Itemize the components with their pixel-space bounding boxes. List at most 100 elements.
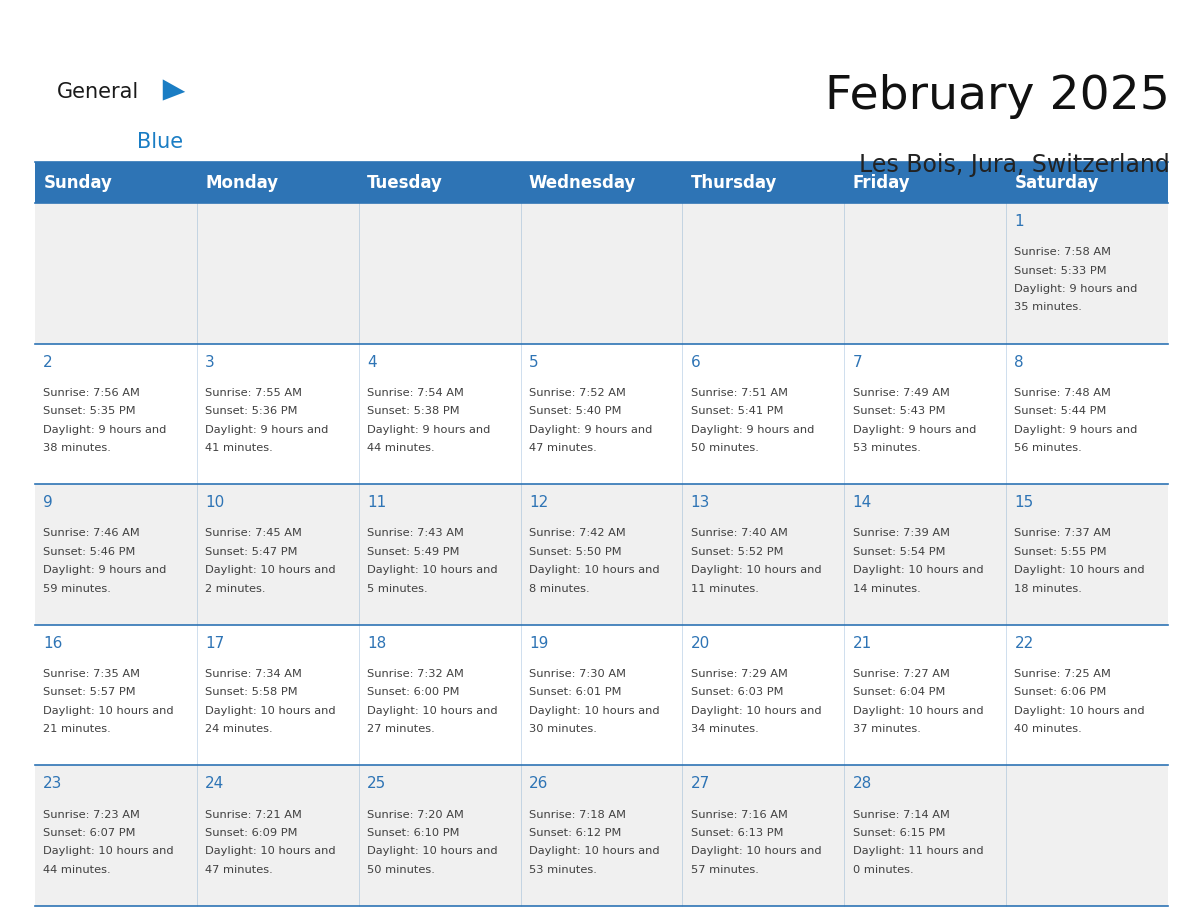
Text: Daylight: 9 hours and: Daylight: 9 hours and [529, 425, 652, 434]
Text: 28: 28 [853, 777, 872, 791]
Text: Sunrise: 7:29 AM: Sunrise: 7:29 AM [690, 669, 788, 679]
Text: Sunset: 6:15 PM: Sunset: 6:15 PM [853, 828, 946, 838]
Text: 56 minutes.: 56 minutes. [1015, 443, 1082, 453]
Text: Daylight: 10 hours and: Daylight: 10 hours and [206, 706, 336, 716]
Text: Daylight: 9 hours and: Daylight: 9 hours and [853, 425, 977, 434]
Bar [34, 766, 1168, 906]
Text: 8: 8 [1015, 355, 1024, 370]
Text: Daylight: 10 hours and: Daylight: 10 hours and [529, 846, 659, 856]
Text: Sunset: 6:04 PM: Sunset: 6:04 PM [853, 688, 944, 698]
Text: Saturday: Saturday [1015, 174, 1099, 192]
Text: 40 minutes.: 40 minutes. [1015, 724, 1082, 734]
Text: Daylight: 10 hours and: Daylight: 10 hours and [206, 846, 336, 856]
Text: Daylight: 9 hours and: Daylight: 9 hours and [206, 425, 329, 434]
Text: 24: 24 [206, 777, 225, 791]
Text: Daylight: 10 hours and: Daylight: 10 hours and [853, 565, 984, 576]
Text: Sunday: Sunday [43, 174, 112, 192]
Text: Tuesday: Tuesday [367, 174, 443, 192]
Text: 18 minutes.: 18 minutes. [1015, 584, 1082, 594]
Text: 13: 13 [690, 496, 710, 510]
Text: Daylight: 10 hours and: Daylight: 10 hours and [529, 565, 659, 576]
Text: Sunrise: 7:20 AM: Sunrise: 7:20 AM [367, 810, 463, 820]
Text: Daylight: 10 hours and: Daylight: 10 hours and [43, 706, 173, 716]
Text: Daylight: 10 hours and: Daylight: 10 hours and [690, 565, 821, 576]
Text: Sunset: 5:58 PM: Sunset: 5:58 PM [206, 688, 298, 698]
Text: Daylight: 9 hours and: Daylight: 9 hours and [367, 425, 491, 434]
Text: Sunrise: 7:21 AM: Sunrise: 7:21 AM [206, 810, 302, 820]
Text: Sunrise: 7:25 AM: Sunrise: 7:25 AM [1015, 669, 1111, 679]
Text: February 2025: February 2025 [826, 73, 1170, 119]
Text: Sunrise: 7:35 AM: Sunrise: 7:35 AM [43, 669, 140, 679]
Text: Sunset: 6:00 PM: Sunset: 6:00 PM [367, 688, 460, 698]
Text: 27 minutes.: 27 minutes. [367, 724, 435, 734]
Text: 47 minutes.: 47 minutes. [206, 865, 273, 875]
Text: Sunrise: 7:23 AM: Sunrise: 7:23 AM [43, 810, 140, 820]
Text: Monday: Monday [206, 174, 278, 192]
Text: Sunrise: 7:48 AM: Sunrise: 7:48 AM [1015, 388, 1111, 397]
Text: 44 minutes.: 44 minutes. [43, 865, 110, 875]
Text: Daylight: 10 hours and: Daylight: 10 hours and [367, 565, 498, 576]
Text: 0 minutes.: 0 minutes. [853, 865, 914, 875]
Text: 30 minutes.: 30 minutes. [529, 724, 596, 734]
Text: Sunrise: 7:49 AM: Sunrise: 7:49 AM [853, 388, 949, 397]
Text: 50 minutes.: 50 minutes. [690, 443, 759, 453]
Text: Sunset: 5:36 PM: Sunset: 5:36 PM [206, 407, 298, 416]
Text: 11 minutes.: 11 minutes. [690, 584, 759, 594]
Text: Sunrise: 7:27 AM: Sunrise: 7:27 AM [853, 669, 949, 679]
Text: Sunset: 6:06 PM: Sunset: 6:06 PM [1015, 688, 1107, 698]
Text: 9: 9 [43, 496, 53, 510]
Text: 53 minutes.: 53 minutes. [529, 865, 596, 875]
Text: Sunrise: 7:58 AM: Sunrise: 7:58 AM [1015, 247, 1112, 257]
Bar [34, 344, 1168, 485]
Text: 57 minutes.: 57 minutes. [690, 865, 759, 875]
Text: 7: 7 [853, 355, 862, 370]
Text: 47 minutes.: 47 minutes. [529, 443, 596, 453]
Text: Sunset: 5:33 PM: Sunset: 5:33 PM [1015, 265, 1107, 275]
Text: Sunset: 6:07 PM: Sunset: 6:07 PM [43, 828, 135, 838]
Text: Thursday: Thursday [690, 174, 777, 192]
Text: Sunrise: 7:55 AM: Sunrise: 7:55 AM [206, 388, 302, 397]
Text: Sunrise: 7:42 AM: Sunrise: 7:42 AM [529, 529, 626, 539]
Text: 21 minutes.: 21 minutes. [43, 724, 110, 734]
Text: Sunset: 5:38 PM: Sunset: 5:38 PM [367, 407, 460, 416]
Text: Sunset: 5:40 PM: Sunset: 5:40 PM [529, 407, 621, 416]
Text: 10: 10 [206, 496, 225, 510]
Text: Sunset: 5:44 PM: Sunset: 5:44 PM [1015, 407, 1107, 416]
Text: Friday: Friday [853, 174, 910, 192]
Text: Sunset: 5:47 PM: Sunset: 5:47 PM [206, 547, 298, 557]
Bar [34, 203, 1168, 344]
Text: Daylight: 11 hours and: Daylight: 11 hours and [853, 846, 984, 856]
Text: Sunset: 5:54 PM: Sunset: 5:54 PM [853, 547, 946, 557]
Text: 8 minutes.: 8 minutes. [529, 584, 589, 594]
Text: 21: 21 [853, 636, 872, 651]
Text: 59 minutes.: 59 minutes. [43, 584, 112, 594]
Bar [34, 625, 1168, 766]
Text: Sunset: 5:46 PM: Sunset: 5:46 PM [43, 547, 135, 557]
Text: Sunset: 5:49 PM: Sunset: 5:49 PM [367, 547, 460, 557]
Text: 34 minutes.: 34 minutes. [690, 724, 758, 734]
Text: 22: 22 [1015, 636, 1034, 651]
Text: Wednesday: Wednesday [529, 174, 637, 192]
Text: 37 minutes.: 37 minutes. [853, 724, 921, 734]
Text: Sunrise: 7:34 AM: Sunrise: 7:34 AM [206, 669, 302, 679]
Text: Daylight: 9 hours and: Daylight: 9 hours and [690, 425, 814, 434]
Text: Sunset: 6:01 PM: Sunset: 6:01 PM [529, 688, 621, 698]
Text: Sunset: 5:52 PM: Sunset: 5:52 PM [690, 547, 783, 557]
Text: 2 minutes.: 2 minutes. [206, 584, 266, 594]
Text: Daylight: 10 hours and: Daylight: 10 hours and [367, 706, 498, 716]
Text: 12: 12 [529, 496, 548, 510]
Text: 14: 14 [853, 496, 872, 510]
Text: 6: 6 [690, 355, 701, 370]
Text: Sunrise: 7:43 AM: Sunrise: 7:43 AM [367, 529, 463, 539]
Text: 27: 27 [690, 777, 710, 791]
Text: Daylight: 9 hours and: Daylight: 9 hours and [1015, 425, 1138, 434]
Text: Les Bois, Jura, Switzerland: Les Bois, Jura, Switzerland [859, 153, 1170, 177]
Text: 24 minutes.: 24 minutes. [206, 724, 273, 734]
Text: Sunrise: 7:54 AM: Sunrise: 7:54 AM [367, 388, 463, 397]
Text: 11: 11 [367, 496, 386, 510]
Text: 5 minutes.: 5 minutes. [367, 584, 428, 594]
Text: Sunset: 6:03 PM: Sunset: 6:03 PM [690, 688, 783, 698]
Text: Daylight: 10 hours and: Daylight: 10 hours and [690, 706, 821, 716]
Text: Sunset: 5:41 PM: Sunset: 5:41 PM [690, 407, 783, 416]
Text: Daylight: 10 hours and: Daylight: 10 hours and [1015, 706, 1145, 716]
